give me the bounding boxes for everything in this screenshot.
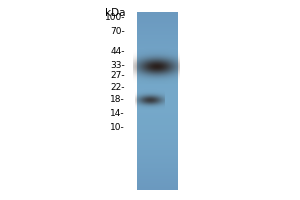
Text: 18-: 18- — [110, 96, 125, 104]
Text: 14-: 14- — [110, 110, 125, 118]
Text: 27-: 27- — [110, 72, 125, 80]
Text: 10-: 10- — [110, 123, 125, 132]
Text: kDa: kDa — [104, 8, 125, 18]
Text: 70-: 70- — [110, 27, 125, 36]
Text: 33-: 33- — [110, 62, 125, 71]
Text: 100-: 100- — [104, 12, 125, 21]
Text: 44-: 44- — [110, 47, 125, 56]
Text: 22-: 22- — [110, 82, 125, 92]
